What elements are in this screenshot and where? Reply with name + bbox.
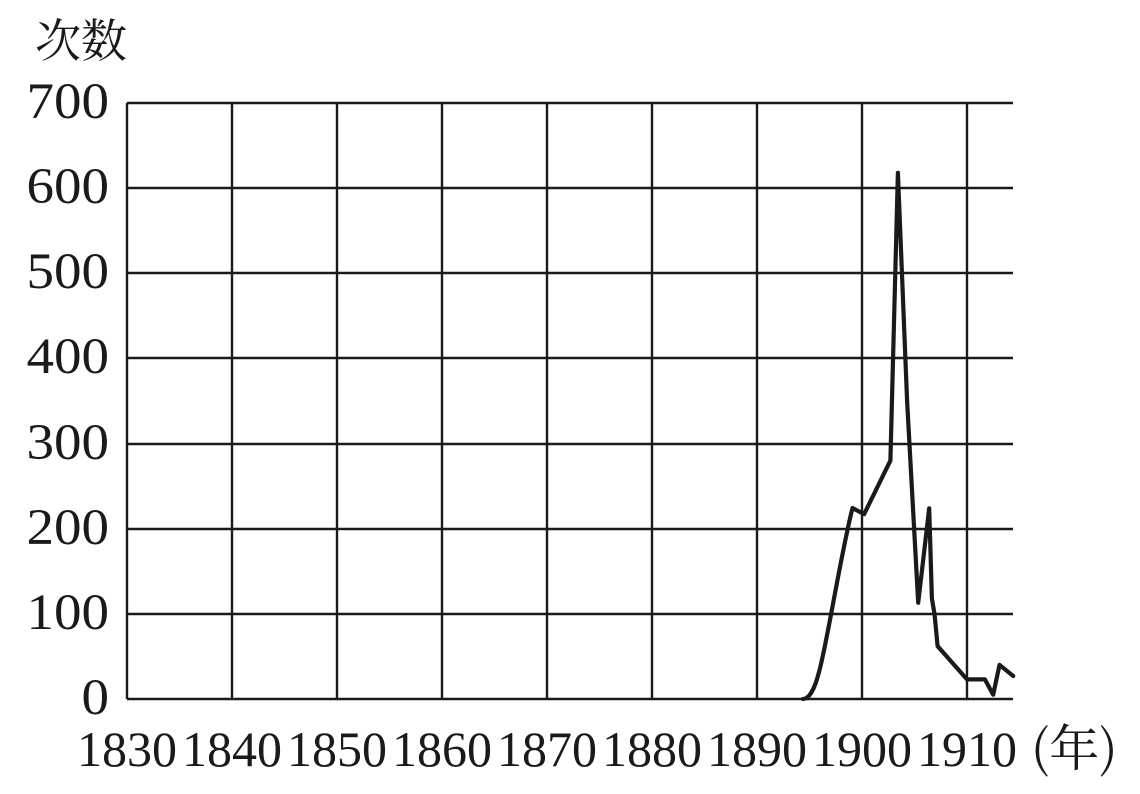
svg-text:次数: 次数 [35, 5, 127, 71]
svg-text:500: 500 [26, 244, 109, 300]
svg-text:600: 600 [26, 159, 109, 215]
svg-text:700: 700 [26, 74, 109, 130]
svg-text:100: 100 [26, 585, 109, 641]
svg-text:400: 400 [26, 329, 109, 385]
svg-text:1830: 1830 [77, 721, 177, 777]
svg-text:(年): (年) [1031, 709, 1117, 781]
svg-text:1910: 1910 [917, 721, 1017, 777]
svg-text:1840: 1840 [182, 721, 282, 777]
svg-text:1890: 1890 [707, 721, 807, 777]
svg-text:200: 200 [26, 500, 109, 556]
svg-text:300: 300 [26, 415, 109, 471]
svg-text:1870: 1870 [497, 721, 597, 777]
svg-text:1880: 1880 [602, 721, 702, 777]
svg-text:0: 0 [82, 670, 110, 726]
svg-text:1850: 1850 [287, 721, 387, 777]
svg-text:1900: 1900 [812, 721, 912, 777]
svg-text:1860: 1860 [392, 721, 492, 777]
